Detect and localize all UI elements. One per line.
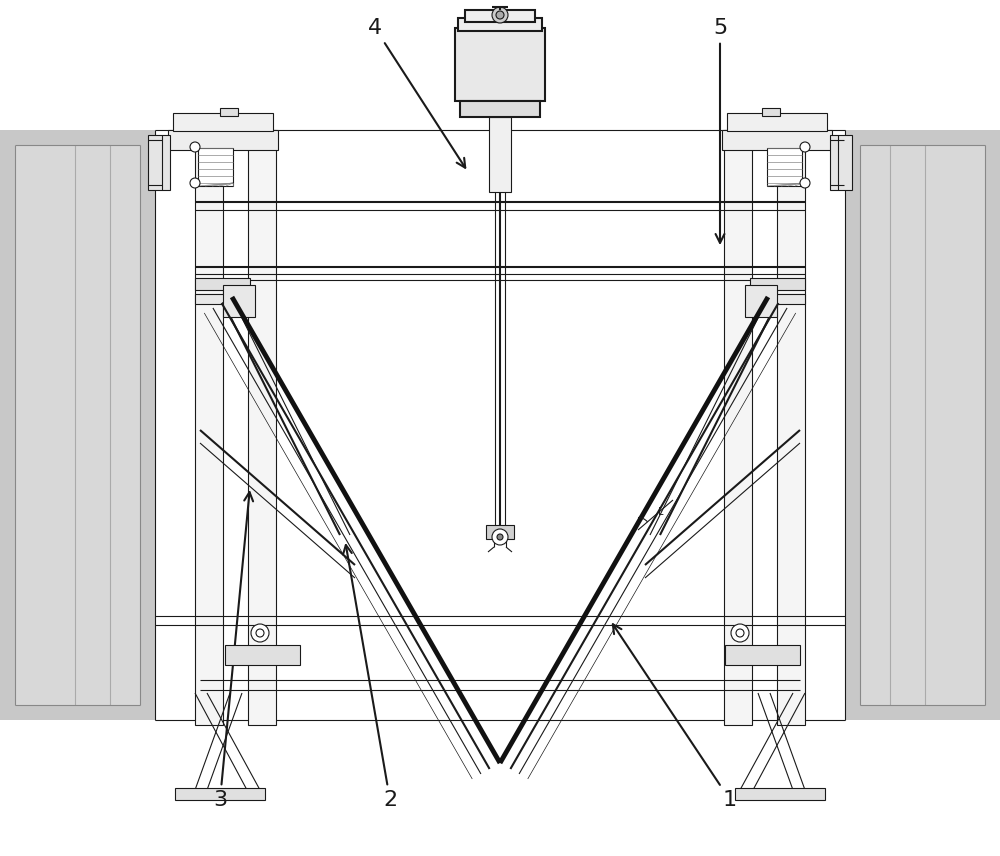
Text: 3: 3	[213, 492, 253, 810]
Circle shape	[190, 178, 200, 188]
Bar	[725, 645, 800, 665]
Text: 1: 1	[613, 624, 737, 810]
Bar	[175, 788, 265, 800]
Bar	[195, 278, 250, 290]
Bar	[248, 130, 276, 725]
Circle shape	[800, 178, 810, 188]
Bar	[735, 788, 825, 800]
Bar	[168, 130, 278, 150]
Bar	[195, 130, 223, 725]
Bar	[148, 135, 170, 190]
Text: L: L	[658, 507, 664, 517]
Bar	[860, 145, 985, 705]
Circle shape	[736, 629, 744, 637]
Text: 2: 2	[343, 545, 397, 810]
Circle shape	[496, 11, 504, 19]
Bar	[198, 148, 233, 186]
Bar	[195, 294, 250, 304]
Bar	[722, 130, 832, 150]
Bar	[727, 113, 827, 131]
Circle shape	[731, 624, 749, 642]
Circle shape	[492, 529, 508, 545]
Bar	[455, 28, 545, 101]
Bar	[0, 130, 155, 720]
Circle shape	[256, 629, 264, 637]
Bar	[777, 130, 805, 725]
Bar	[489, 117, 511, 192]
Circle shape	[497, 534, 503, 540]
Bar	[724, 130, 752, 725]
Circle shape	[800, 142, 810, 152]
Circle shape	[251, 624, 269, 642]
Bar	[750, 278, 805, 290]
Bar	[460, 101, 540, 117]
Text: 5: 5	[713, 18, 727, 243]
Bar	[225, 645, 300, 665]
Bar	[223, 285, 255, 317]
Bar	[486, 525, 514, 539]
Bar	[173, 113, 273, 131]
Bar	[750, 294, 805, 304]
Bar	[830, 135, 852, 190]
Text: 4: 4	[368, 18, 465, 168]
Circle shape	[492, 7, 508, 23]
Circle shape	[190, 142, 200, 152]
Bar	[845, 130, 1000, 720]
Bar	[458, 18, 542, 31]
Bar	[767, 148, 802, 186]
Bar	[220, 108, 238, 116]
Bar	[745, 285, 777, 317]
Bar	[15, 145, 140, 705]
Bar	[762, 108, 780, 116]
Bar	[465, 10, 535, 22]
